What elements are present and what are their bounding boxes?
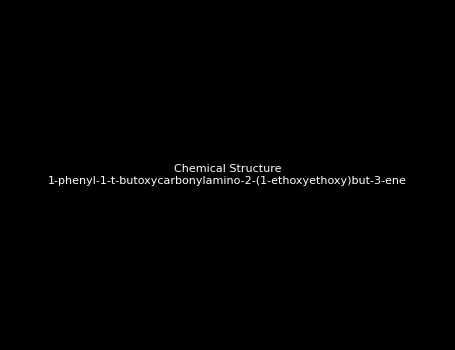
Text: Chemical Structure
1-phenyl-1-t-butoxycarbonylamino-2-(1-ethoxyethoxy)but-3-ene: Chemical Structure 1-phenyl-1-t-butoxyca… [48,164,407,186]
